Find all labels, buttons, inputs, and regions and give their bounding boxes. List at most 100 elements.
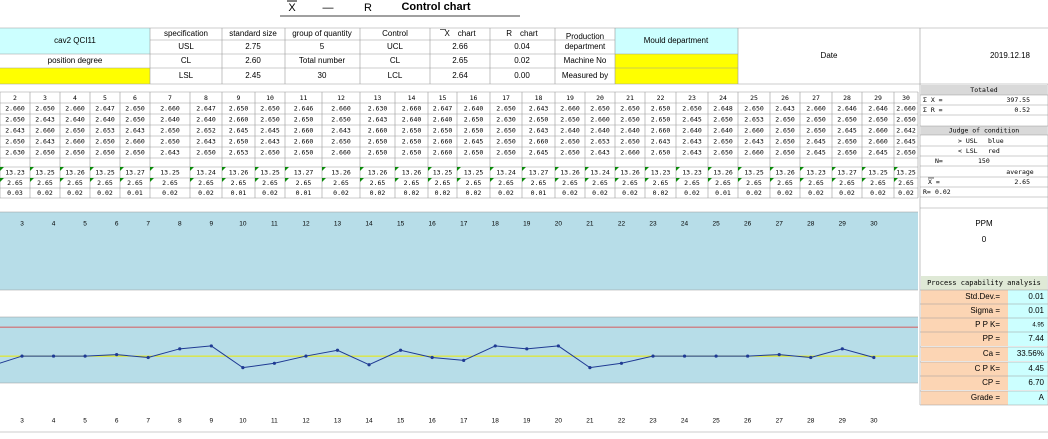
cell-text: 2.660 xyxy=(651,127,671,135)
cell-fill xyxy=(921,362,1008,376)
cell-text: 2.630 xyxy=(5,149,25,157)
point xyxy=(840,347,844,351)
corner-flag xyxy=(585,167,589,171)
cell-text: 13.23 xyxy=(806,169,826,177)
cell-text: 4.95 xyxy=(1032,323,1044,329)
cell-text: 2.650 xyxy=(713,138,733,146)
cell-text: 13.26 xyxy=(620,169,640,177)
x-tick-label: 28 xyxy=(807,418,815,425)
cell-text: 2.650 xyxy=(590,105,610,113)
x-tick-label: 13 xyxy=(334,418,342,425)
cell-text: Process capability analysis xyxy=(927,279,1041,287)
column-number: 4 xyxy=(73,94,77,102)
cell-text: UCL xyxy=(387,42,404,51)
x-tick-label: 30 xyxy=(870,221,878,228)
cell-text: 2.650 xyxy=(260,105,280,113)
x-tick-label: 20 xyxy=(555,221,563,228)
cell-text: 2.650 xyxy=(620,138,640,146)
point xyxy=(556,344,560,348)
column-number: 14 xyxy=(408,94,416,102)
cell-text: 0.01 xyxy=(1028,292,1044,301)
corner-flag xyxy=(862,178,866,182)
x-tick-label: 14 xyxy=(365,221,373,228)
cell-text: USL xyxy=(178,42,194,51)
cell-text: 2.65 xyxy=(370,179,386,187)
cell-text: 2.65 xyxy=(231,179,247,187)
corner-flag xyxy=(120,167,124,171)
cell-text: 2.645 xyxy=(529,149,549,157)
cell-text: 2.650 xyxy=(464,149,484,157)
cell-fill xyxy=(921,126,1047,135)
cell-text: 2.65 xyxy=(498,179,514,187)
cell-text: 2.65 xyxy=(684,179,700,187)
x-tick-label: 18 xyxy=(492,221,500,228)
x-tick-label: 12 xyxy=(302,221,310,228)
cell-text: Machine No xyxy=(564,56,607,65)
cell-text: 2.640 xyxy=(433,116,453,124)
x-tick-label: 17 xyxy=(460,221,468,228)
x-tick-label: 16 xyxy=(429,418,437,425)
cell-text: 2.60 xyxy=(245,56,261,65)
cell-text: 13.27 xyxy=(837,169,857,177)
cell-text: 0.01 xyxy=(231,189,247,197)
column-number: 21 xyxy=(626,94,634,102)
cell-text: 2.650 xyxy=(837,116,857,124)
cell-fill xyxy=(615,68,738,84)
cell-text: 13.26 xyxy=(331,169,351,177)
corner-flag xyxy=(708,167,712,171)
cell-text: 2.652 xyxy=(196,127,216,135)
cell-text: Production xyxy=(566,32,604,41)
cell-text: 2.650 xyxy=(868,116,888,124)
cell-text: 2.650 xyxy=(620,105,640,113)
cell-text: 2.650 xyxy=(651,116,671,124)
x-tick-label: 6 xyxy=(115,418,119,425)
corner-flag xyxy=(322,167,326,171)
cell-text: 2.642 xyxy=(896,127,916,135)
cell-text: R= xyxy=(923,188,931,196)
x-tick-label: 27 xyxy=(776,221,784,228)
x-tick-label: 11 xyxy=(271,418,278,425)
corner-flag xyxy=(90,167,94,171)
cell-text: 2.640 xyxy=(95,116,115,124)
cell-text: 13.26 xyxy=(402,169,422,177)
title: Control chart xyxy=(401,1,470,13)
cell-text: 2.640 xyxy=(620,127,640,135)
cell-text: 2.65 xyxy=(466,179,482,187)
point xyxy=(714,354,718,358)
cell-fill xyxy=(615,28,738,54)
cell-text: 0.02 xyxy=(870,189,886,197)
cell-text: 2.65 xyxy=(97,179,113,187)
chart-area xyxy=(0,212,918,290)
cell-text: LSL xyxy=(179,71,194,80)
cell-text: 2.650 xyxy=(294,149,314,157)
x-tick-label: 25 xyxy=(712,221,720,228)
cell-text: 2.650 xyxy=(464,116,484,124)
point xyxy=(619,361,624,365)
corner-flag xyxy=(395,167,399,171)
corner-flag xyxy=(800,178,804,182)
x-tick-label: 15 xyxy=(397,221,405,228)
cell-text: 13.25 xyxy=(744,169,764,177)
cell-text: 2.643 xyxy=(775,105,795,113)
cell-text: 2.650 xyxy=(125,149,145,157)
cell-text: 0.02 xyxy=(162,189,178,197)
cell-text: 2.650 xyxy=(775,138,795,146)
cell-text: 0.02 xyxy=(198,189,214,197)
cell-text: 2.660 xyxy=(65,138,85,146)
cell-text: 2.65 xyxy=(898,179,914,187)
corner-flag xyxy=(0,178,4,182)
corner-flag xyxy=(490,178,494,182)
cell-text: 0.02 xyxy=(466,189,482,197)
cell-text: 13.27 xyxy=(125,169,145,177)
cell-text: Control xyxy=(382,29,408,38)
cell-text: 2.650 xyxy=(65,149,85,157)
column-number: 3 xyxy=(43,94,47,102)
cell-text: 2.650 xyxy=(496,138,516,146)
corner-flag xyxy=(555,167,559,171)
cell-text: 13.25 xyxy=(35,169,55,177)
cell-text: 13.25 xyxy=(464,169,484,177)
cell-text: 2.650 xyxy=(260,116,280,124)
cell-text: 2.650 xyxy=(896,149,916,157)
cell-text: 2.660 xyxy=(744,149,764,157)
cell-text: 2.645 xyxy=(896,138,916,146)
